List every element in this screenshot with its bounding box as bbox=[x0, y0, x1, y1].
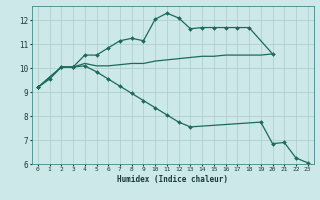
X-axis label: Humidex (Indice chaleur): Humidex (Indice chaleur) bbox=[117, 175, 228, 184]
